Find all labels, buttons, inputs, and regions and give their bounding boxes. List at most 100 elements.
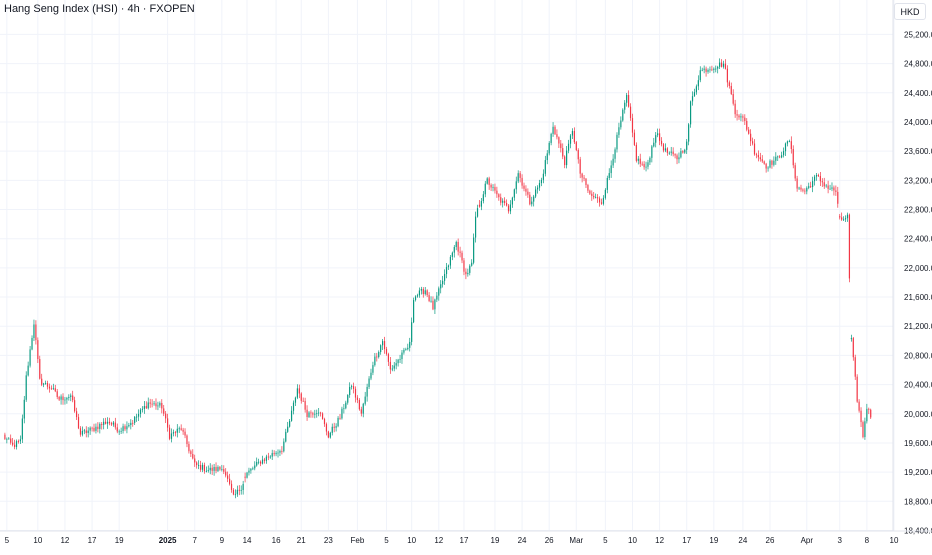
candle-body	[130, 422, 132, 426]
candle-body	[333, 426, 335, 428]
candle-body	[693, 92, 696, 97]
candle-body	[595, 197, 597, 199]
price-tick-label: 20,400.0	[904, 381, 932, 390]
price-tick-label: 18,800.0	[904, 497, 932, 506]
candle-body	[604, 189, 606, 198]
candles	[4, 58, 872, 499]
time-tick-label: 19	[115, 536, 124, 545]
candle-body	[8, 438, 10, 440]
candle-body	[678, 157, 680, 160]
candle-body	[726, 68, 728, 83]
candle-body	[709, 69, 711, 71]
candle-body	[31, 338, 33, 350]
candle-body	[70, 395, 72, 397]
candle-body	[221, 469, 223, 470]
candle-body	[689, 101, 692, 125]
candle-body	[205, 470, 207, 472]
time-tick-label: 17	[88, 536, 97, 545]
candle-body	[571, 131, 574, 136]
candle-body	[465, 271, 467, 275]
time-tick-label: 2025	[159, 536, 177, 545]
candle-body	[540, 179, 543, 184]
candle-body	[201, 464, 204, 470]
candle-body	[815, 174, 818, 177]
candle-body	[190, 451, 192, 454]
candle-body	[248, 470, 250, 473]
candle-body	[798, 187, 800, 189]
candle-body	[347, 394, 349, 403]
price-tick-label: 21,200.0	[904, 322, 932, 331]
candle-body	[870, 409, 872, 418]
candle-body	[593, 195, 595, 198]
candle-body	[81, 430, 83, 435]
candle-body	[258, 461, 260, 463]
candle-body	[507, 205, 510, 212]
candle-body	[428, 295, 430, 302]
candle-body	[103, 421, 105, 425]
candle-body	[817, 174, 820, 177]
candle-body	[674, 154, 676, 156]
candle-body	[15, 441, 18, 447]
candle-body	[755, 154, 758, 156]
candle-body	[403, 349, 405, 353]
candle-body	[85, 430, 87, 433]
candle-body	[198, 465, 200, 466]
candle-body	[244, 476, 246, 478]
candle-body	[533, 196, 535, 202]
candle-body	[366, 386, 368, 397]
candle-body	[587, 185, 589, 191]
candle-body	[6, 438, 8, 440]
candle-body	[178, 428, 180, 430]
candle-body	[796, 178, 798, 189]
candle-body	[269, 456, 271, 458]
candle-body	[660, 140, 663, 145]
candle-body	[688, 124, 690, 142]
candle-body	[310, 412, 312, 414]
candle-body	[37, 340, 39, 360]
candle-body	[719, 62, 721, 67]
candle-body	[626, 94, 628, 103]
candle-body	[645, 166, 647, 168]
candle-body	[170, 433, 173, 439]
candle-body	[482, 194, 484, 202]
candle-body	[194, 458, 196, 463]
price-tick-label: 24,400.0	[904, 89, 932, 98]
candle-body	[143, 406, 145, 409]
candle-body	[292, 402, 295, 411]
candle-body	[558, 137, 560, 144]
candle-body	[583, 177, 585, 179]
candle-body	[215, 467, 217, 471]
candle-body	[449, 256, 452, 266]
candle-body	[314, 413, 316, 415]
candle-body	[474, 216, 477, 238]
candle-body	[89, 427, 91, 431]
candle-body	[211, 467, 213, 471]
currency-button[interactable]: HKD	[894, 3, 926, 20]
candle-body	[657, 133, 659, 136]
candle-body	[781, 155, 783, 158]
candle-body	[271, 453, 273, 457]
candle-body	[742, 116, 744, 118]
candle-body	[761, 159, 763, 162]
candle-body	[25, 375, 27, 400]
candle-body	[182, 429, 184, 432]
price-axis[interactable]: 25,200.0 24,800.0 24,400.0 24,000.0 23,600.0…	[892, 0, 932, 535]
candle-body	[356, 397, 359, 401]
candle-body	[525, 188, 527, 192]
candle-body	[505, 203, 508, 206]
candle-body	[192, 453, 194, 459]
candle-body	[753, 143, 756, 155]
candle-body	[413, 300, 415, 323]
candle-body	[77, 417, 80, 429]
candle-body	[320, 412, 322, 414]
candle-body	[728, 82, 730, 86]
candle-body	[39, 359, 41, 379]
candle-body	[151, 403, 153, 405]
candle-body	[228, 478, 231, 484]
candle-body	[312, 413, 314, 415]
candle-body	[730, 85, 732, 95]
time-axis[interactable]: 5 10 12 17 19 2025 7 9 14 16 21 23 Feb 5 10 12 17 19 24 26 M…	[0, 530, 932, 545]
price-tick-label: 23,600.0	[904, 147, 932, 156]
